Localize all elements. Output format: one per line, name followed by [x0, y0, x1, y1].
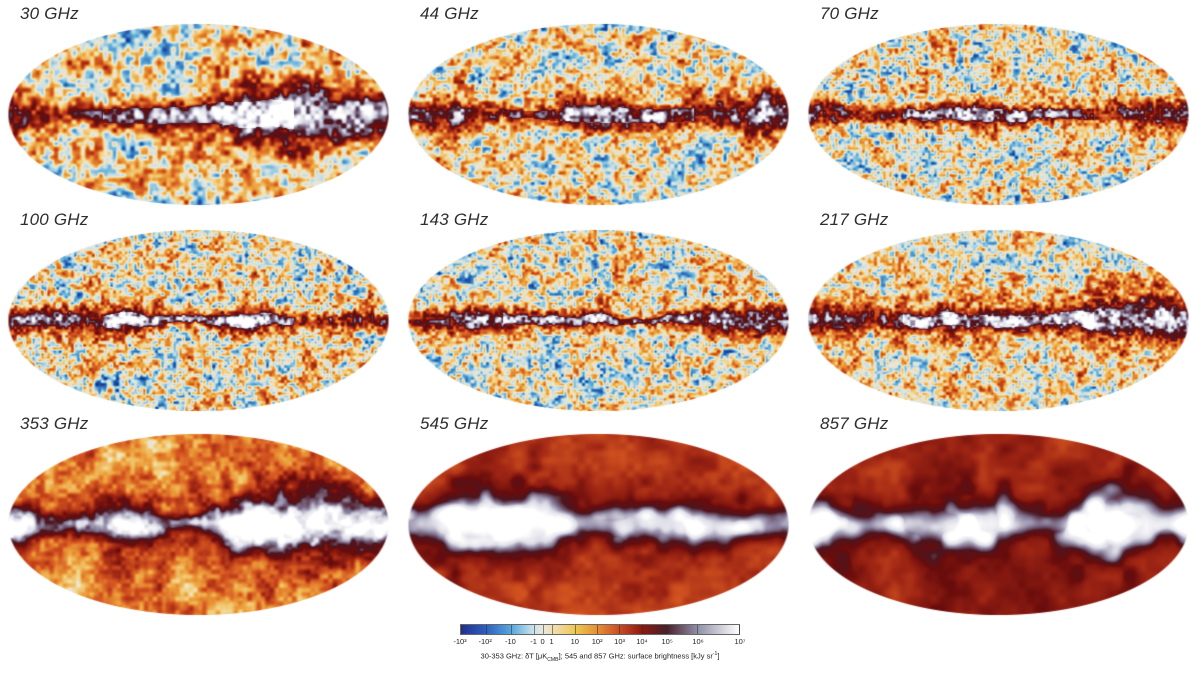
colorbar-tick	[551, 625, 553, 634]
caption-prefix: 30-353 GHz: δT [μK	[480, 651, 548, 661]
sky-map-panel: 143 GHz	[406, 210, 798, 416]
sky-map-353ghz	[6, 432, 390, 616]
colorbar-tick-label: 10⁷	[734, 637, 746, 646]
caption-superscript: -1	[712, 651, 718, 657]
colorbar-tick	[486, 625, 488, 634]
colorbar-tick	[697, 625, 699, 634]
colorbar-caption: 30-353 GHz: δT [μKCMB]; 545 and 857 GHz:…	[420, 651, 780, 663]
colorbar-tick	[597, 625, 599, 634]
frequency-label: 143 GHz	[420, 210, 489, 229]
colorbar-tick-label: 10⁶	[692, 637, 704, 646]
caption-middle: ]; 545 and 857 GHz: surface brightness […	[558, 651, 713, 661]
caption-end: ]	[717, 651, 720, 661]
sky-map-panel: 217 GHz	[806, 210, 1198, 416]
colorbar-tick-label: 10⁴	[636, 637, 648, 646]
sky-map-panel: 545 GHz	[406, 414, 798, 620]
colorbar-tick	[619, 625, 621, 634]
frequency-label: 100 GHz	[20, 210, 89, 229]
colorbar-tick	[543, 625, 544, 634]
colorbar-tick-label: -10	[504, 637, 516, 646]
frequency-label: 545 GHz	[420, 414, 489, 433]
frequency-label: 353 GHz	[20, 414, 89, 433]
frequency-label: 857 GHz	[820, 414, 889, 433]
sky-map-panel: 857 GHz	[806, 414, 1198, 620]
frequency-label: 44 GHz	[420, 4, 479, 23]
colorbar-tick	[739, 625, 740, 634]
colorbar-tick-label: 1	[549, 637, 554, 646]
colorbar-tick-label: 10²	[591, 637, 603, 646]
sky-map-panel: 353 GHz	[6, 414, 398, 620]
colorbar-tick-label: -1	[530, 637, 537, 646]
colorbar-gradient	[460, 624, 740, 635]
colorbar-tick-labels: -10³ -10² -10 -1 0 1 10 10² 10³ 10⁴ 10⁵ 10⁶ 10⁷	[453, 637, 745, 647]
sky-map-30ghz	[6, 22, 390, 206]
sky-map-857ghz	[806, 432, 1190, 616]
sky-map-panel: 100 GHz	[6, 210, 398, 416]
sky-map-panel: 30 GHz	[6, 4, 398, 210]
colorbar-tick-label: 10³	[614, 637, 626, 646]
sky-map-panel: 44 GHz	[406, 4, 798, 210]
sky-map-panel: 70 GHz	[806, 4, 1198, 210]
colorbar-tick-label: -10²	[478, 637, 492, 646]
colorbar-tick	[641, 625, 643, 634]
colorbar: -10³ -10² -10 -1 0 1 10 10² 10³ 10⁴ 10⁵ 10⁶ 10⁷ 30-3…	[420, 624, 780, 680]
colorbar-tick-label: 10⁵	[661, 637, 673, 646]
sky-map-545ghz	[406, 432, 790, 616]
frequency-label: 30 GHz	[20, 4, 79, 23]
sky-map-100ghz	[6, 228, 390, 412]
colorbar-tick	[461, 625, 462, 634]
caption-subscript: CMB	[547, 657, 559, 663]
colorbar-tick	[534, 625, 536, 634]
sky-map-217ghz	[806, 228, 1190, 412]
colorbar-tick-label: 0	[540, 637, 545, 646]
colorbar-tick-label: 10	[570, 637, 579, 646]
colorbar-tick	[511, 625, 513, 634]
colorbar-tick	[666, 625, 668, 634]
frequency-label: 70 GHz	[820, 4, 879, 23]
colorbar-tick-label: -10³	[453, 637, 467, 646]
sky-map-44ghz	[406, 22, 790, 206]
sky-map-70ghz	[806, 22, 1190, 206]
frequency-label: 217 GHz	[820, 210, 889, 229]
sky-map-143ghz	[406, 228, 790, 412]
colorbar-tick	[574, 625, 576, 634]
